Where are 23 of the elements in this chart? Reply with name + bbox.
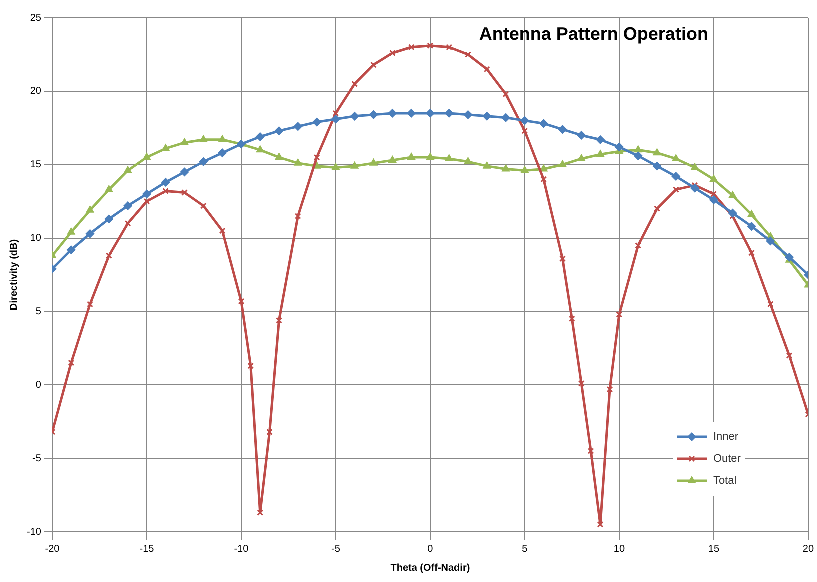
chart-title: Antenna Pattern Operation: [479, 24, 708, 44]
x-tick-label: -5: [331, 544, 341, 555]
x-axis-title: Theta (Off-Nadir): [390, 562, 470, 574]
y-tick-label: -5: [32, 453, 42, 464]
y-tick-label: 20: [30, 86, 42, 98]
y-axis-title: Directivity (dB): [8, 239, 20, 311]
legend-label: Total: [713, 475, 737, 487]
y-tick-label: 25: [30, 12, 42, 24]
x-tick-label: 5: [522, 544, 528, 555]
x-tick-label: 15: [708, 544, 720, 555]
x-tick-label: -20: [45, 544, 60, 555]
legend-label: Inner: [713, 431, 739, 443]
y-tick-label: 5: [36, 306, 42, 318]
y-tick-label: 0: [36, 380, 42, 391]
x-tick-label: -15: [140, 544, 155, 555]
x-tick-label: 20: [802, 544, 814, 555]
legend-label: Outer: [713, 453, 741, 465]
x-tick-label: -10: [234, 544, 250, 555]
x-tick-label: 0: [428, 544, 434, 555]
x-tick-label: 10: [614, 544, 626, 555]
y-tick-label: 15: [30, 160, 42, 171]
y-tick-label: -10: [27, 526, 42, 538]
y-tick-label: 10: [30, 233, 42, 244]
